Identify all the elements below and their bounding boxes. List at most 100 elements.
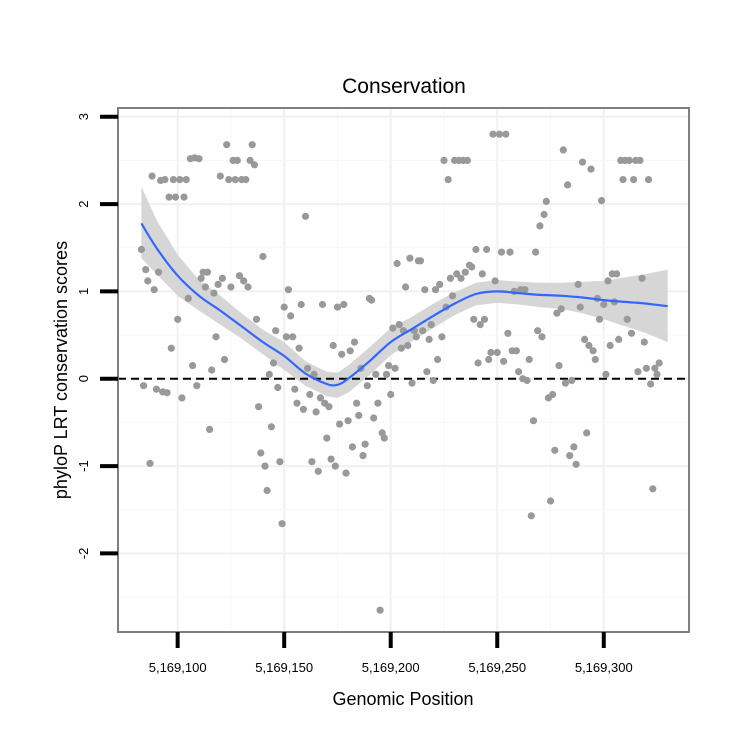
data-point xyxy=(331,462,339,470)
data-point xyxy=(180,193,188,201)
data-point xyxy=(591,355,599,364)
data-point xyxy=(276,458,284,466)
data-point xyxy=(538,333,546,341)
data-point xyxy=(225,176,233,184)
data-point xyxy=(491,277,499,285)
data-point xyxy=(585,341,593,350)
data-point xyxy=(171,193,180,201)
data-point xyxy=(214,280,222,288)
data-point xyxy=(434,355,442,364)
data-point xyxy=(651,364,659,372)
data-point xyxy=(549,390,557,399)
data-point xyxy=(476,321,484,329)
data-point xyxy=(299,405,307,413)
data-point xyxy=(223,141,231,149)
data-point xyxy=(272,327,280,335)
y-axis-title: phyloP LRT conservation scores xyxy=(51,241,71,499)
data-point xyxy=(583,429,591,437)
data-point xyxy=(468,263,476,271)
data-point xyxy=(161,176,169,184)
data-point xyxy=(493,348,501,357)
data-point xyxy=(529,417,538,425)
data-point xyxy=(598,197,606,205)
data-point xyxy=(255,403,263,411)
data-point xyxy=(559,146,567,154)
data-point xyxy=(602,370,610,378)
data-point xyxy=(193,382,201,390)
data-point xyxy=(521,286,529,294)
data-point xyxy=(310,370,318,378)
confidence-ribbon xyxy=(141,186,668,398)
data-point xyxy=(555,362,563,370)
data-point xyxy=(595,315,604,323)
data-point xyxy=(235,272,243,280)
plot-border xyxy=(117,107,690,633)
smooth-trend-line xyxy=(140,222,668,387)
data-point xyxy=(329,341,337,350)
data-point xyxy=(561,379,570,387)
data-point xyxy=(397,344,405,352)
data-point xyxy=(233,156,241,164)
data-point xyxy=(472,245,480,254)
data-point xyxy=(412,333,420,341)
data-point xyxy=(327,455,335,463)
data-point xyxy=(154,268,163,276)
data-point xyxy=(338,350,346,358)
data-point xyxy=(261,462,269,470)
y-tick-label: 2 xyxy=(76,200,91,207)
data-point xyxy=(495,130,503,138)
data-point xyxy=(581,335,589,343)
data-point xyxy=(314,467,322,475)
data-point xyxy=(542,197,550,205)
data-point xyxy=(448,292,457,300)
data-point xyxy=(570,443,578,451)
x-tick-label: 5,169,300 xyxy=(575,660,633,675)
y-tick-label: 3 xyxy=(76,113,91,120)
data-point xyxy=(587,165,595,173)
data-point xyxy=(165,193,173,201)
data-point xyxy=(203,268,212,276)
data-point xyxy=(523,376,531,385)
data-point xyxy=(440,156,448,164)
data-point xyxy=(137,245,145,254)
data-point xyxy=(152,385,160,393)
data-point xyxy=(485,355,493,364)
data-point xyxy=(427,321,435,329)
data-point xyxy=(576,303,584,311)
data-point xyxy=(385,362,393,370)
data-point xyxy=(402,283,410,291)
data-point xyxy=(574,280,582,288)
data-point xyxy=(231,176,239,184)
data-point xyxy=(284,286,292,294)
data-point xyxy=(572,460,580,468)
data-point xyxy=(578,158,587,166)
data-point xyxy=(446,274,454,282)
data-point xyxy=(600,300,608,309)
data-point xyxy=(642,364,651,372)
data-point xyxy=(367,296,376,304)
data-point xyxy=(461,268,469,276)
data-point xyxy=(244,283,252,291)
data-point xyxy=(240,277,248,285)
data-point xyxy=(506,248,514,256)
data-point xyxy=(146,459,154,467)
data-point xyxy=(304,364,312,372)
data-point xyxy=(470,315,478,323)
data-point xyxy=(178,394,186,402)
data-point xyxy=(267,423,275,431)
data-point xyxy=(372,370,380,378)
data-point xyxy=(636,156,644,164)
data-point xyxy=(376,606,384,614)
x-tick-label: 5,169,150 xyxy=(255,660,313,675)
x-tick-label: 5,169,100 xyxy=(149,660,207,675)
data-point xyxy=(406,254,414,262)
data-point xyxy=(195,155,203,163)
data-point xyxy=(480,315,489,323)
data-point xyxy=(532,248,540,256)
data-point xyxy=(536,222,544,230)
data-point xyxy=(306,390,314,399)
data-point xyxy=(604,277,612,285)
data-point xyxy=(589,347,597,355)
data-point xyxy=(534,327,542,335)
